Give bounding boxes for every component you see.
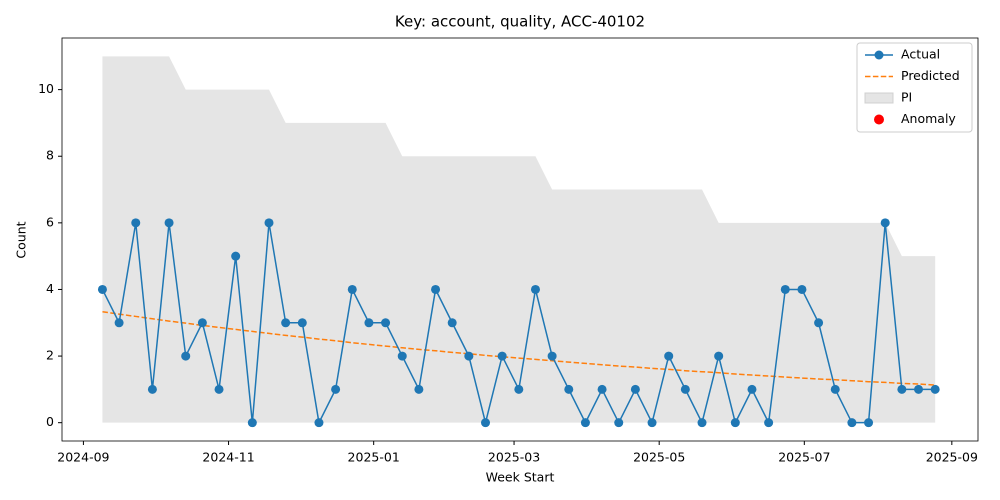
actual-marker [547, 351, 557, 361]
actual-marker [764, 418, 774, 428]
actual-marker [880, 218, 890, 228]
y-tick-label: 10 [38, 81, 54, 96]
actual-marker [714, 351, 724, 361]
actual-marker [680, 384, 690, 394]
actual-marker [264, 218, 274, 228]
actual-marker [214, 384, 224, 394]
legend-box [856, 42, 973, 133]
y-tick-label: 0 [46, 414, 54, 429]
x-tick-label: 2025-09 [926, 450, 978, 465]
actual-marker [297, 318, 307, 328]
actual-marker [630, 384, 640, 394]
actual-marker [247, 418, 257, 428]
actual-marker [364, 318, 374, 328]
actual-marker [281, 318, 291, 328]
actual-marker [864, 418, 874, 428]
actual-marker [397, 351, 407, 361]
actual-marker [97, 284, 107, 294]
actual-marker [147, 384, 157, 394]
actual-marker [481, 418, 491, 428]
x-axis-label: Week Start [486, 470, 555, 485]
actual-marker [197, 318, 207, 328]
actual-marker [580, 418, 590, 428]
y-tick-label: 4 [46, 281, 54, 296]
actual-marker [497, 351, 507, 361]
x-tick-label: 2024-09 [57, 450, 109, 465]
actual-marker [664, 351, 674, 361]
actual-marker [331, 384, 341, 394]
actual-marker [131, 218, 141, 228]
legend-marker [874, 114, 884, 125]
chart-title: Key: account, quality, ACC-40102 [395, 13, 645, 31]
y-tick-label: 6 [46, 214, 54, 229]
actual-marker [464, 351, 474, 361]
actual-marker [597, 384, 607, 394]
y-tick-label: 2 [46, 348, 54, 363]
actual-marker [780, 284, 790, 294]
actual-marker [914, 384, 924, 394]
legend-label: Actual [901, 47, 940, 62]
actual-marker [897, 384, 907, 394]
actual-marker [747, 384, 757, 394]
actual-marker [730, 418, 740, 428]
actual-marker [830, 384, 840, 394]
actual-marker [614, 418, 624, 428]
actual-marker [697, 418, 707, 428]
legend-label: Anomaly [901, 111, 956, 126]
x-tick-label: 2024-11 [202, 450, 254, 465]
y-axis-label: Count [14, 221, 29, 258]
actual-marker [647, 418, 657, 428]
plot-frame [61, 37, 979, 442]
actual-marker [347, 284, 357, 294]
x-tick-label: 2025-01 [348, 450, 400, 465]
actual-marker [164, 218, 174, 228]
actual-marker [114, 318, 124, 328]
actual-marker [447, 318, 457, 328]
actual-marker [797, 284, 807, 294]
actual-marker [414, 384, 424, 394]
actual-marker [231, 251, 241, 261]
prediction-interval [102, 56, 936, 423]
x-tick-label: 2025-07 [778, 450, 830, 465]
actual-marker [514, 384, 524, 394]
actual-marker [314, 418, 324, 428]
legend-marker [874, 50, 884, 60]
actual-marker [814, 318, 824, 328]
y-tick-label: 8 [46, 148, 54, 163]
legend-label: Predicted [901, 68, 960, 83]
actual-marker [181, 351, 191, 361]
actual-marker [847, 418, 857, 428]
legend-label: PI [901, 90, 912, 105]
legend-patch [864, 92, 894, 104]
actual-marker [530, 284, 540, 294]
actual-marker [381, 318, 391, 328]
predicted-line [102, 311, 936, 386]
actual-marker [930, 384, 940, 394]
x-tick-label: 2025-03 [488, 450, 540, 465]
x-tick-label: 2025-05 [633, 450, 685, 465]
actual-marker [431, 284, 441, 294]
actual-marker [564, 384, 574, 394]
